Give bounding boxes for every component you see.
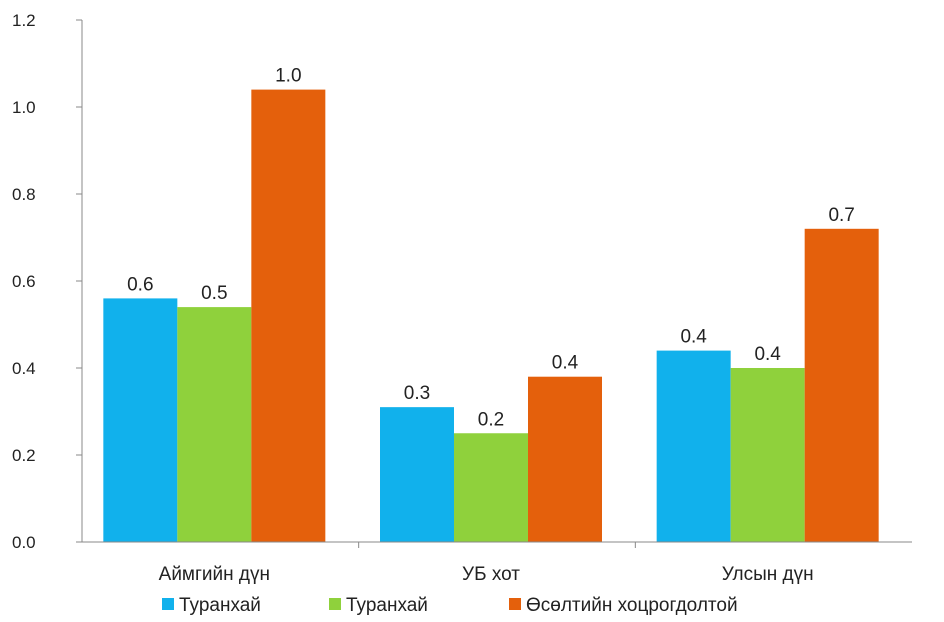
y-tick-label: 0.8 [12, 185, 36, 204]
data-label-1-1: 0.2 [478, 409, 504, 430]
y-tick-label: 1.0 [12, 98, 36, 117]
bar-0-1 [177, 307, 252, 542]
bar-1-2 [528, 376, 602, 542]
legend-label-1: Туранхай [346, 595, 428, 616]
y-axis: 0.0 0.2 0.4 0.6 0.8 1.0 1.2 [12, 11, 83, 552]
y-tick-label: 0.4 [12, 359, 36, 378]
x-axis: Аймгийн дүн УБ хот Улсын дүн [82, 541, 912, 585]
data-label-0-2: 1.0 [275, 66, 301, 87]
category-label-0: Аймгийн дүн [159, 564, 270, 585]
legend-swatch-0 [162, 598, 174, 610]
data-label-0-0: 0.6 [127, 274, 153, 295]
data-label-1-2: 0.4 [552, 353, 579, 374]
bars: 0.6 0.5 1.0 0.3 0.2 0.4 0.4 0.4 0.7 [103, 66, 879, 543]
bar-0-0 [103, 298, 178, 542]
data-label-0-1: 0.5 [201, 283, 227, 304]
y-tick-label: 1.2 [12, 11, 36, 30]
bar-2-1 [730, 368, 805, 542]
legend-label-2: Өсөлтийн хоцрогдолтой [526, 595, 738, 616]
y-tick-label: 0.2 [12, 446, 36, 465]
legend-swatch-2 [509, 598, 521, 610]
bar-2-2 [804, 228, 879, 543]
legend-label-0: Туранхай [179, 595, 261, 616]
bar-2-0 [656, 350, 731, 542]
y-tick-label: 0.6 [12, 272, 36, 291]
data-label-2-2: 0.7 [828, 205, 854, 226]
category-label-1: УБ хот [462, 564, 520, 585]
data-label-2-0: 0.4 [680, 327, 707, 348]
data-label-2-1: 0.4 [754, 344, 781, 365]
category-label-2: Улсын дүн [722, 564, 814, 585]
data-label-1-0: 0.3 [404, 383, 430, 404]
legend: Туранхай Туранхай Өсөлтийн хоцрогдолтой [162, 595, 738, 616]
bar-1-0 [380, 407, 454, 542]
legend-swatch-1 [329, 598, 341, 610]
bar-1-1 [454, 433, 528, 542]
y-tick-label: 0.0 [12, 533, 36, 552]
bar-0-2 [251, 89, 326, 542]
